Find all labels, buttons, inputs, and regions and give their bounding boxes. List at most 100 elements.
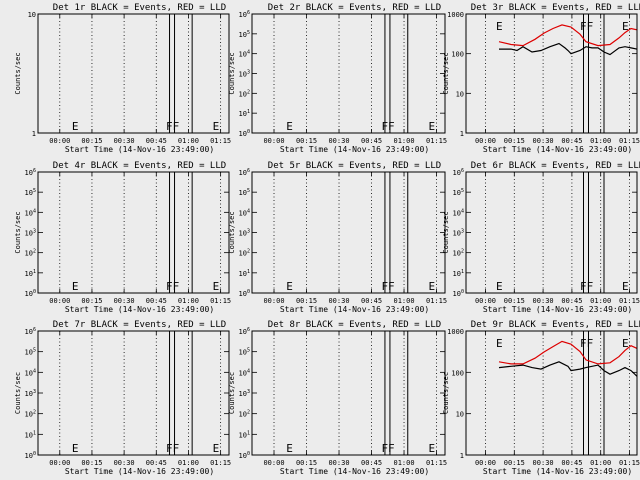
y-tick-label: 105 (239, 30, 250, 39)
detector-panel-4: 00:00 00:15 00:30 00:45 01:00 01:15 100 101 102 1… (14, 161, 231, 314)
x-tick-label: 00:15 (81, 459, 102, 467)
marker-e: E (622, 280, 629, 293)
x-tick-label: 00:45 (561, 297, 582, 305)
x-tick-label: 00:00 (49, 297, 70, 305)
y-tick-label: 106 (239, 10, 250, 19)
marker-ff: FF (166, 120, 179, 133)
y-tick-label: 10 (456, 90, 464, 98)
marker-ff: FF (580, 337, 593, 350)
marker-e: E (428, 280, 435, 293)
y-tick-label: 104 (25, 368, 36, 377)
panel-title: Det 5r BLACK = Events, RED = LLD (268, 161, 441, 171)
x-tick-label: 00:45 (146, 459, 167, 467)
y-tick-label: 102 (25, 249, 36, 258)
axes-frame (465, 13, 638, 134)
marker-e: E (213, 280, 220, 293)
x-tick-label: 01:00 (590, 297, 611, 305)
marker-e: E (286, 442, 293, 455)
x-tick-label: 01:00 (178, 137, 199, 145)
y-tick-label: 101 (25, 269, 36, 278)
detector-panel-8: 00:00 00:15 00:30 00:45 01:00 01:15 100 101 102 1… (228, 320, 447, 476)
marker-e: E (286, 280, 293, 293)
y-tick-label: 104 (25, 208, 36, 217)
marker-ff: FF (381, 120, 394, 133)
y-tick-label: 100 (25, 289, 36, 298)
event-markers: E E FF (496, 280, 629, 293)
series-line-0 (498, 340, 638, 365)
panel-title: Det 8r BLACK = Events, RED = LLD (268, 320, 441, 330)
y-tick-label: 1 (460, 130, 464, 138)
y-tick-label: 106 (239, 168, 250, 177)
axes-frame (37, 171, 230, 294)
y-tick-label: 1000 (447, 11, 464, 19)
x-tick-label: 00:00 (263, 137, 284, 145)
axes-frame (37, 13, 230, 134)
y-tick-label: 100 (239, 289, 250, 298)
panel-title: Det 7r BLACK = Events, RED = LLD (53, 320, 226, 330)
series-line-1 (498, 361, 638, 377)
x-tick-label: 00:00 (475, 459, 496, 467)
y-tick-label: 105 (25, 348, 36, 357)
y-tick-label: 101 (239, 269, 250, 278)
marker-ff: FF (166, 280, 179, 293)
x-tick-label: 00:30 (533, 297, 554, 305)
x-axis-label: Start Time (14-Nov-16 23:49:00) (483, 467, 632, 476)
y-tick-label: 105 (25, 188, 36, 197)
event-markers: E E FF (496, 20, 629, 33)
axes-frame (465, 171, 638, 294)
y-axis-label: Counts/sec (442, 372, 450, 414)
x-tick-label: 01:00 (178, 297, 199, 305)
x-tick-label: 01:15 (210, 459, 231, 467)
marker-e: E (213, 442, 220, 455)
y-axis-label: Counts/sec (228, 52, 236, 94)
x-tick-label: 01:00 (178, 459, 199, 467)
event-markers: E E FF (72, 120, 219, 133)
axes-frame (37, 330, 230, 456)
marker-ff: FF (166, 442, 179, 455)
y-tick-label: 102 (25, 410, 36, 419)
axes-frame (465, 330, 638, 456)
series-line-0 (498, 24, 638, 47)
y-tick-label: 1000 (447, 328, 464, 336)
y-tick-label: 101 (453, 269, 464, 278)
panel-title: Det 4r BLACK = Events, RED = LLD (53, 161, 226, 171)
y-tick-label: 100 (453, 289, 464, 298)
marker-e: E (428, 120, 435, 133)
event-markers: E E FF (496, 337, 629, 350)
y-tick-label: 105 (239, 348, 250, 357)
x-axis-label: Start Time (14-Nov-16 23:49:00) (65, 467, 214, 476)
y-tick-label: 10 (456, 411, 464, 419)
x-tick-label: 01:15 (619, 459, 640, 467)
event-markers: E E FF (286, 120, 435, 133)
y-axis-label: Counts/sec (228, 211, 236, 253)
detector-panel-2: 00:00 00:15 00:30 00:45 01:00 01:15 100 101 102 1… (228, 3, 447, 154)
x-axis-label: Start Time (14-Nov-16 23:49:00) (65, 145, 214, 154)
panel-title: Det 1r BLACK = Events, RED = LLD (53, 3, 226, 13)
x-tick-label: 00:30 (114, 459, 135, 467)
marker-e: E (622, 20, 629, 33)
marker-ff: FF (580, 280, 593, 293)
x-tick-label: 00:00 (49, 459, 70, 467)
x-tick-label: 00:45 (361, 137, 382, 145)
y-tick-label: 104 (453, 208, 464, 217)
x-axis-label: Start Time (14-Nov-16 23:49:00) (483, 305, 632, 314)
marker-e: E (496, 337, 503, 350)
y-tick-label: 106 (25, 327, 36, 336)
x-tick-label: 01:00 (393, 297, 414, 305)
y-tick-label: 102 (239, 410, 250, 419)
x-tick-label: 00:30 (328, 297, 349, 305)
x-tick-label: 01:00 (393, 137, 414, 145)
x-tick-label: 00:00 (263, 459, 284, 467)
y-tick-label: 103 (25, 229, 36, 238)
x-tick-label: 01:15 (426, 297, 447, 305)
y-tick-label: 106 (239, 327, 250, 336)
plot-area (252, 331, 445, 455)
x-axis-label: Start Time (14-Nov-16 23:49:00) (65, 305, 214, 314)
y-tick-label: 102 (453, 249, 464, 258)
y-axis-label: Counts/sec (14, 211, 22, 253)
y-tick-label: 105 (453, 188, 464, 197)
panel-title: Det 3r BLACK = Events, RED = LLD (471, 3, 640, 13)
marker-e: E (428, 442, 435, 455)
x-tick-label: 00:45 (561, 459, 582, 467)
